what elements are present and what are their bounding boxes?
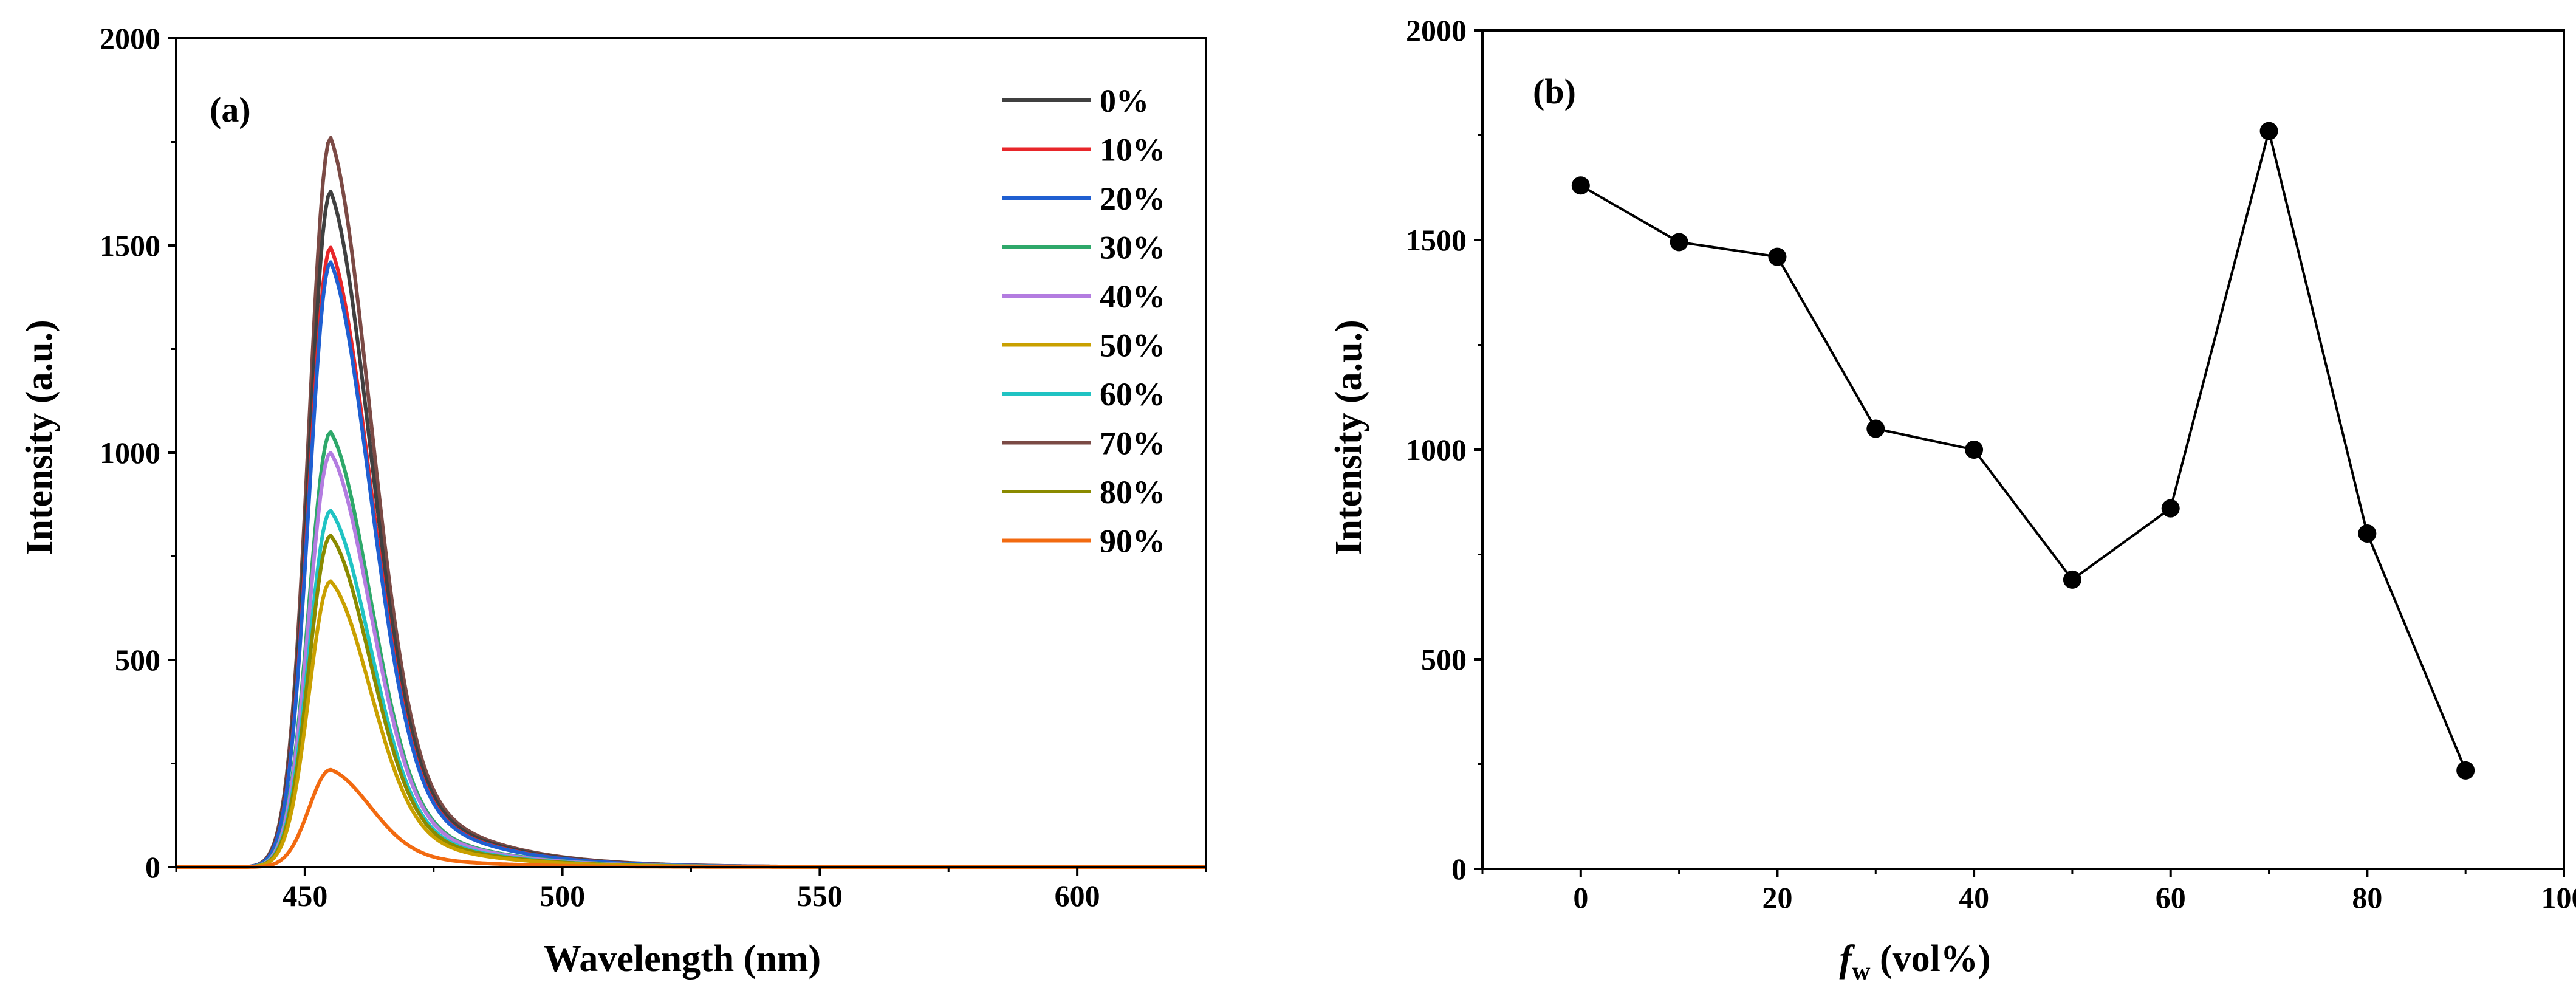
legend: 0% 10% 20% 30% 40% 50% 60% 70% 80% 90% <box>1002 83 1165 560</box>
series-line-20pct <box>176 260 1206 869</box>
x-tick-label-b: 80 <box>2352 880 2382 914</box>
axis-ticks-b: 0204060801000500100015002000 <box>1406 13 2576 914</box>
x-tick-label-a: 550 <box>797 879 843 913</box>
legend-label: 90% <box>1100 523 1165 560</box>
data-point <box>2161 499 2180 518</box>
data-point <box>1768 247 1787 266</box>
data-point <box>2358 524 2377 543</box>
y-tick-label-a: 1000 <box>100 436 160 470</box>
legend-label: 70% <box>1100 425 1165 462</box>
data-point <box>1670 233 1688 252</box>
panel-label-a: (a) <box>210 90 251 129</box>
y-tick-label-b: 1500 <box>1406 223 1467 257</box>
series-line-80pct <box>176 534 1206 869</box>
chart-panel-a: 450 500 550 600 0 500 1000 1500 2000 (a) Wavelen… <box>19 21 1207 980</box>
data-point <box>2063 570 2081 589</box>
y-tick-label-a: 2000 <box>100 21 160 55</box>
legend-label: 50% <box>1100 328 1165 364</box>
legend-label: 40% <box>1100 278 1165 315</box>
data-point <box>1571 176 1590 195</box>
legend-label: 0% <box>1100 83 1149 119</box>
x-axis-title-a: Wavelength (nm) <box>544 938 821 980</box>
x-tick-label-b: 0 <box>1573 880 1588 914</box>
legend-label: 10% <box>1100 132 1165 168</box>
series-line-30pct <box>176 430 1206 869</box>
series-line-0pct <box>176 190 1206 869</box>
x-axis-title-b: fw (vol%) <box>1839 938 1990 986</box>
series-line-60pct <box>176 509 1206 869</box>
x-axis-title-b-sub: w <box>1852 958 1871 986</box>
chart-panel-b: 0204060801000500100015002000 (b) fw (vol… <box>1328 13 2576 986</box>
y-axis-title-b: Intensity (a.u.) <box>1328 320 1369 555</box>
data-point <box>2259 122 2278 140</box>
series-line-10pct <box>176 245 1206 869</box>
intensity-series <box>1571 122 2475 780</box>
x-tick-label-a: 500 <box>540 879 585 913</box>
data-point <box>1965 441 1984 459</box>
panel-label-b: (b) <box>1533 72 1576 111</box>
y-tick-label-a: 500 <box>115 643 160 677</box>
y-tick-label-b: 500 <box>1421 642 1467 676</box>
y-tick-label-a: 0 <box>145 850 160 884</box>
x-tick-label-b: 100 <box>2541 880 2576 914</box>
x-tick-label-b: 60 <box>2156 880 2186 914</box>
axis-ticks-a: 450 500 550 600 0 500 1000 1500 2000 <box>100 21 1207 913</box>
data-point <box>1866 419 1885 438</box>
plot-frame-b <box>1481 29 2565 870</box>
y-tick-label-a: 1500 <box>100 228 160 263</box>
x-tick-label-a: 450 <box>282 879 327 913</box>
x-axis-title-b-rest: (vol%) <box>1870 938 1990 980</box>
series-line-40pct <box>176 451 1206 869</box>
y-tick-label-b: 1000 <box>1406 433 1467 467</box>
series-line-50pct <box>176 579 1206 869</box>
x-tick-label-b: 20 <box>1762 880 1792 914</box>
y-tick-label-b: 2000 <box>1406 13 1467 47</box>
series-line-90pct <box>176 767 1206 869</box>
legend-label: 60% <box>1100 376 1165 413</box>
series-line-b <box>1580 131 2467 771</box>
legend-label: 80% <box>1100 474 1165 510</box>
y-tick-label-b: 0 <box>1451 852 1467 886</box>
data-point <box>2456 761 2475 780</box>
y-axis-title-a: Intensity (a.u.) <box>19 320 60 555</box>
x-tick-label-b: 40 <box>1959 880 1989 914</box>
legend-label: 20% <box>1100 180 1165 217</box>
legend-label: 30% <box>1100 230 1165 266</box>
x-tick-label-a: 600 <box>1055 879 1100 913</box>
